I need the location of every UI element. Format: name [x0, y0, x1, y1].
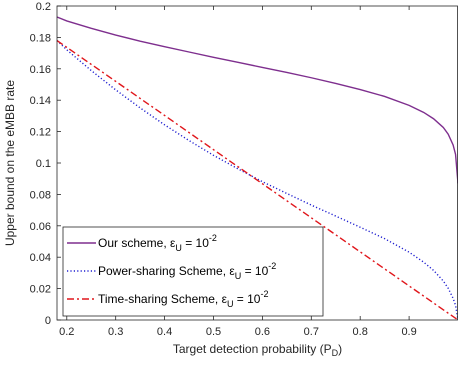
y-axis-label: Upper bound on the eMBB rate [3, 80, 17, 246]
legend-label-part: -2 [268, 261, 276, 271]
x-tick-label: 0.5 [206, 326, 221, 338]
legend-label-part: Our scheme, ε [98, 236, 176, 250]
y-tick-label: 0.04 [30, 252, 51, 264]
legend-label-part: U [175, 243, 182, 253]
x-tick-label: 0.2 [59, 326, 74, 338]
y-tick-label: 0 [45, 315, 51, 327]
legend-label-part: = 10 [182, 236, 209, 250]
y-tick-label: 0.18 [30, 32, 51, 44]
y-tick-label: 0.12 [30, 127, 51, 139]
legend-label-part: -2 [260, 289, 268, 299]
series-line-0 [56, 16, 458, 184]
x-axis-label: Target detection probability (PD) [173, 342, 342, 358]
legend-label-part: U [235, 271, 242, 281]
y-tick-label: 0.16 [30, 64, 51, 76]
y-tick-label: 0.14 [30, 95, 51, 107]
x-axis-label-main: Target detection probability (P [173, 342, 332, 356]
y-tick-label: 0.2 [36, 1, 51, 13]
x-tick-label: 0.9 [401, 326, 416, 338]
y-tick-label: 0.1 [36, 158, 51, 170]
series-layer [56, 16, 458, 321]
series-line-2 [56, 39, 458, 321]
x-tick-label: 0.7 [304, 326, 319, 338]
ticks-layer: 0.2 0.3 0.4 0.5 0.6 0.7 0.8 0.9 0 0.02 0.04 0.06 0.0… [30, 1, 417, 338]
y-tick-label: 0.08 [30, 189, 51, 201]
legend-label-0: Our scheme, εU = 10-2 [98, 233, 217, 253]
legend-label-part: = 10 [233, 292, 260, 306]
legend-label-part: -2 [209, 233, 217, 243]
legend-label-part: Power-sharing Scheme, ε [98, 264, 235, 278]
legend-label-part: Time-sharing Scheme, ε [98, 292, 228, 306]
x-tick-label: 0.8 [353, 326, 368, 338]
x-tick-label: 0.6 [255, 326, 270, 338]
x-tick-label: 0.3 [108, 326, 123, 338]
legend-label-part: = 10 [241, 264, 268, 278]
legend-label-1: Power-sharing Scheme, εU = 10-2 [98, 261, 276, 281]
x-tick-label: 0.4 [157, 326, 172, 338]
y-tick-label: 0.02 [30, 284, 51, 296]
legend-label-part: U [227, 299, 234, 309]
legend-box [62, 226, 324, 317]
x-axis-label-sub: D [332, 348, 339, 358]
y-tick-label: 0.06 [30, 221, 51, 233]
x-axis-label-close: ) [338, 342, 342, 356]
legend-label-2: Time-sharing Scheme, εU = 10-2 [98, 289, 269, 309]
